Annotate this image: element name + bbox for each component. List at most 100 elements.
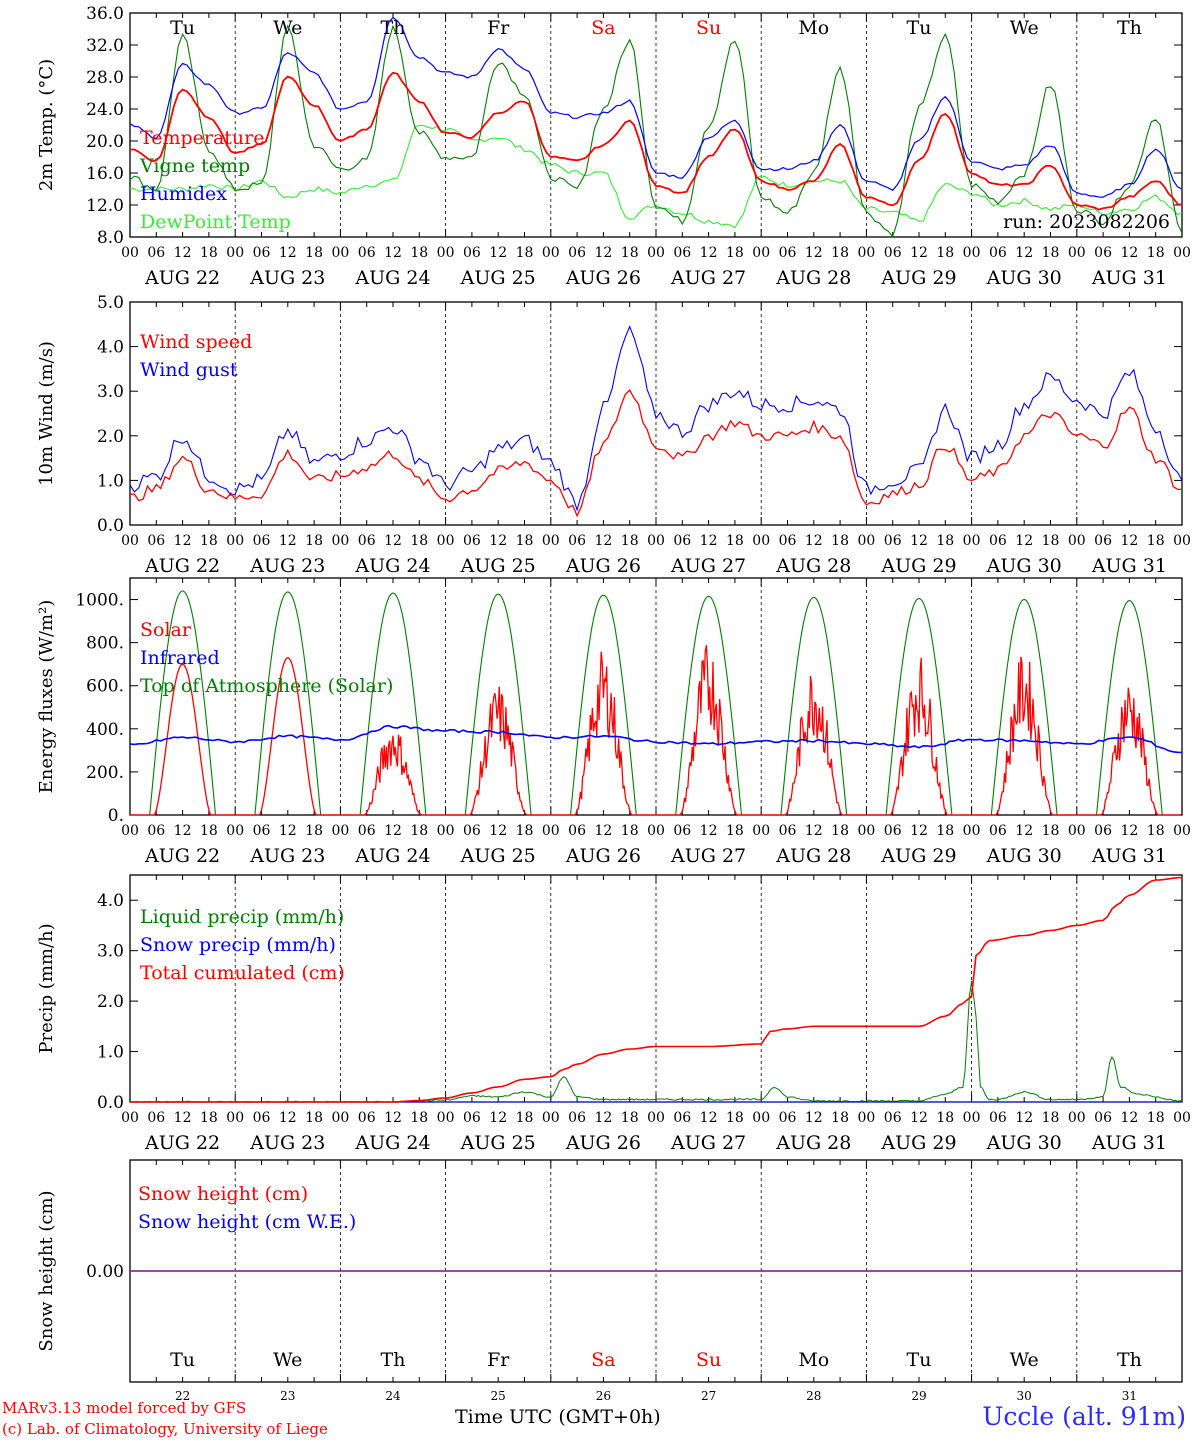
x-hour-label: 00 xyxy=(226,533,244,549)
x-hour-label: 00 xyxy=(542,823,560,839)
x-hour-label: 00 xyxy=(542,533,560,549)
x-hour-label: 00 xyxy=(437,823,455,839)
x-hour-label: 06 xyxy=(989,245,1007,261)
x-hour-label: 12 xyxy=(700,823,718,839)
x-hour-label: 00 xyxy=(1068,245,1086,261)
x-date-label: AUG 25 xyxy=(460,555,536,577)
x-hour-label: 06 xyxy=(1094,823,1112,839)
x-hour-label: 00 xyxy=(963,245,981,261)
x-date-label: AUG 28 xyxy=(775,845,851,867)
x-hour-label: 00 xyxy=(963,533,981,549)
x-hour-label: 12 xyxy=(174,823,192,839)
x-hour-label: 06 xyxy=(779,533,797,549)
x-hour-label: 18 xyxy=(621,245,639,261)
x-hour-label: 18 xyxy=(831,1110,849,1126)
x-date-label: AUG 24 xyxy=(354,555,430,577)
series-line-liquid-precip xyxy=(129,980,1183,1103)
x-hour-label: 00 xyxy=(331,823,349,839)
x-hour-label: 12 xyxy=(700,533,718,549)
x-hour-label: 12 xyxy=(489,533,507,549)
x-hour-label: 12 xyxy=(1015,1110,1033,1126)
weekday-label: We xyxy=(273,17,302,39)
x-hour-label: 00 xyxy=(1173,1110,1191,1126)
y-tick-label: 200. xyxy=(86,763,124,783)
series-line-humidex xyxy=(129,16,1183,198)
legend-entry: Snow height (cm W.E.) xyxy=(138,1211,356,1233)
x-hour-label: 12 xyxy=(279,823,297,839)
x-hour-label: 00 xyxy=(963,1110,981,1126)
x-hour-label: 00 xyxy=(1173,823,1191,839)
panel-2: 0.0 1.0 2.0 3.0 4.0 5.0 10m Wind (m/s) 00 06 12 18… xyxy=(36,293,1191,577)
x-hour-label: 06 xyxy=(147,533,165,549)
x-hour-label: 12 xyxy=(384,823,402,839)
x-hour-label: 18 xyxy=(516,823,534,839)
x-hour-label: 06 xyxy=(568,533,586,549)
series-line-wind-speed xyxy=(130,389,1183,518)
x-hour-label: 06 xyxy=(253,823,271,839)
x-hour-label: 06 xyxy=(779,245,797,261)
x-hour-label: 00 xyxy=(752,823,770,839)
x-date-label: AUG 23 xyxy=(249,555,325,577)
y-tick-label: 8.0 xyxy=(97,228,124,248)
x-hour-label: 06 xyxy=(884,533,902,549)
x-hour-label: 12 xyxy=(700,1110,718,1126)
legend-entry: Humidex xyxy=(140,183,227,205)
x-hour-label: 06 xyxy=(253,245,271,261)
x-date-label: AUG 22 xyxy=(144,267,220,289)
x-date-label: AUG 25 xyxy=(460,1132,536,1154)
x-hour-label: 18 xyxy=(200,823,218,839)
x-date-label: AUG 29 xyxy=(880,555,956,577)
x-date-label: AUG 29 xyxy=(880,1132,956,1154)
y-axis-title: Snow height (cm) xyxy=(36,1190,57,1351)
x-hour-label: 00 xyxy=(857,823,875,839)
x-date-label: AUG 23 xyxy=(249,267,325,289)
x-hour-label: 00 xyxy=(647,823,665,839)
x-hour-label: 00 xyxy=(331,245,349,261)
y-tick-label: 600. xyxy=(86,677,124,697)
x-hour-label: 00 xyxy=(121,533,139,549)
x-date-label: AUG 26 xyxy=(565,267,641,289)
x-hour-label: 00 xyxy=(437,1110,455,1126)
weekday-label: Mo xyxy=(798,17,829,39)
x-hour-label: 06 xyxy=(358,533,376,549)
x-hour-label: 12 xyxy=(174,245,192,261)
y-tick-label: 5.0 xyxy=(97,293,124,313)
y-tick-label: 12.0 xyxy=(86,196,124,216)
legend-entry: Solar xyxy=(140,619,192,641)
y-tick-label: 1.0 xyxy=(97,471,124,491)
x-date-label: AUG 27 xyxy=(670,845,746,867)
y-tick-label: 0.0 xyxy=(97,1093,124,1113)
x-hour-label: 00 xyxy=(647,533,665,549)
x-hour-label: 00 xyxy=(963,823,981,839)
x-hour-label: 00 xyxy=(226,245,244,261)
x-hour-label: 00 xyxy=(437,533,455,549)
day-number-label: 29 xyxy=(911,1389,926,1403)
x-hour-label: 06 xyxy=(568,245,586,261)
day-number-label: 31 xyxy=(1122,1389,1137,1403)
weekday-label: Fr xyxy=(487,1349,510,1371)
weekday-label: Th xyxy=(381,1349,406,1371)
x-hour-label: 00 xyxy=(437,245,455,261)
x-hour-label: 12 xyxy=(384,245,402,261)
x-hour-label: 06 xyxy=(358,245,376,261)
x-hour-label: 18 xyxy=(410,1110,428,1126)
day-number-label: 24 xyxy=(385,1389,401,1403)
x-date-label: AUG 29 xyxy=(880,845,956,867)
credit-line-2: (c) Lab. of Climatology, University of L… xyxy=(2,1420,328,1438)
x-date-label: AUG 31 xyxy=(1091,267,1167,289)
x-hour-label: 18 xyxy=(1147,1110,1165,1126)
y-axis-title: Energy fluxes (W/m²) xyxy=(36,600,57,794)
x-hour-label: 18 xyxy=(200,245,218,261)
legend-entry: Vigne temp xyxy=(139,155,250,177)
x-hour-label: 12 xyxy=(489,823,507,839)
x-hour-label: 06 xyxy=(568,1110,586,1126)
x-date-label: AUG 30 xyxy=(986,267,1062,289)
weekday-label: Mo xyxy=(798,1349,829,1371)
x-hour-label: 06 xyxy=(989,533,1007,549)
panel-3: 0. 200. 400. 600. 800. 1000. Energy fluxes (W/… xyxy=(36,577,1191,867)
y-tick-label: 20.0 xyxy=(86,132,124,152)
y-tick-label: 400. xyxy=(86,720,124,740)
weekday-label: Su xyxy=(696,1349,721,1371)
x-hour-label: 12 xyxy=(910,533,928,549)
x-hour-label: 06 xyxy=(673,823,691,839)
